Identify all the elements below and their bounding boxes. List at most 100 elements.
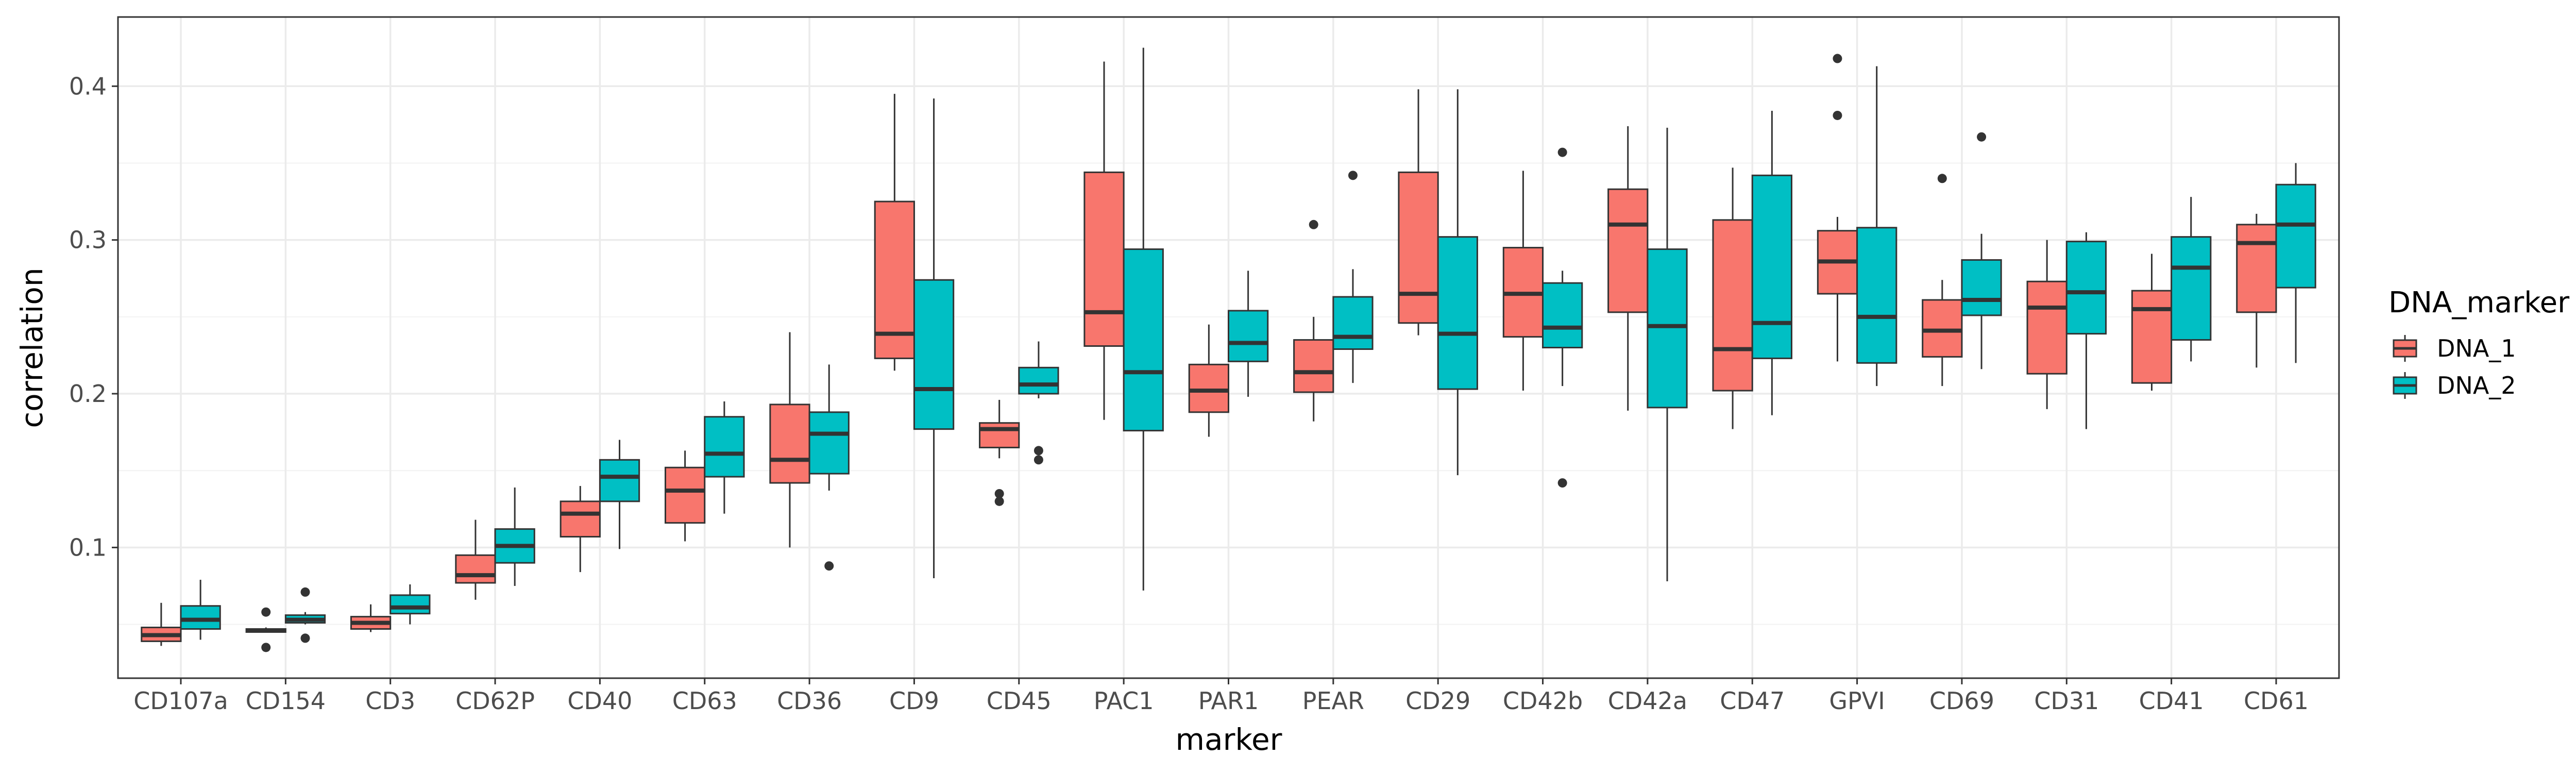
legend-label: DNA_2 [2437, 372, 2516, 399]
box-CD29-DNA_1 [1398, 89, 1439, 335]
box-body [455, 554, 496, 584]
outlier-point [1937, 174, 1947, 183]
box-CD36-DNA_2 [808, 364, 850, 571]
box-body [1542, 282, 1583, 348]
box-body [1607, 188, 1649, 313]
x-tick-label: CD36 [777, 687, 842, 715]
y-axis: 0.1 0.2 0.3 0.4 [69, 72, 118, 561]
box-CD47-DNA_2 [1751, 111, 1793, 415]
outlier-point [300, 633, 310, 643]
box-CD42b-DNA_1 [1502, 171, 1544, 391]
box-CD61-DNA_2 [2275, 163, 2316, 363]
x-tick-label: CD9 [889, 687, 939, 715]
box-PAR1-DNA_2 [1228, 271, 1269, 397]
box-body [180, 605, 221, 630]
box-PAR1-DNA_1 [1188, 324, 1230, 437]
box-PEAR-DNA_2 [1332, 171, 1374, 383]
box-body [913, 279, 955, 430]
box-CD9-DNA_2 [913, 98, 955, 579]
outlier-point [261, 607, 271, 617]
legend-label: DNA_1 [2437, 334, 2516, 362]
box-body [979, 422, 1020, 448]
box-CD107a-DNA_1 [141, 602, 182, 646]
box-CD69-DNA_1 [1922, 174, 1963, 386]
box-CD9-DNA_1 [874, 94, 915, 371]
box-CD63-DNA_2 [704, 401, 745, 514]
box-CD47-DNA_1 [1712, 167, 1753, 429]
box-body [2065, 241, 2107, 335]
box-CD154-DNA_1 [245, 607, 286, 652]
y-tick-label: 0.2 [69, 380, 107, 408]
box-body [389, 594, 431, 615]
box-body [1083, 171, 1125, 347]
box-CD69-DNA_2 [1961, 132, 2002, 369]
box-body [2275, 183, 2316, 289]
box-body [2171, 236, 2212, 341]
box-body [1293, 339, 1334, 393]
x-tick-label: CD31 [2034, 687, 2099, 715]
box-body [664, 466, 706, 524]
box-GPVI-DNA_1 [1817, 54, 1858, 362]
x-tick-label: CD107a [133, 687, 228, 715]
box-body [808, 411, 850, 475]
box-body [769, 404, 810, 484]
box-CD40-DNA_2 [599, 440, 640, 549]
box-CD29-DNA_2 [1437, 89, 1478, 476]
y-axis-title: correlation [14, 267, 49, 428]
box-CD42b-DNA_2 [1542, 147, 1583, 488]
outlier-point [1977, 132, 1987, 142]
x-tick-label: CD62P [455, 687, 535, 715]
x-tick-label: CD40 [567, 687, 632, 715]
x-tick-label: CD69 [1929, 687, 1994, 715]
outlier-point [1833, 110, 1842, 120]
box-CD107a-DNA_2 [180, 580, 221, 640]
box-CD63-DNA_1 [664, 450, 706, 542]
x-tick-label: CD45 [987, 687, 1052, 715]
x-tick-label: CD63 [672, 687, 737, 715]
x-tick-label: CD61 [2244, 687, 2309, 715]
legend-key-DNA_2 [2391, 371, 2419, 400]
box-GPVI-DNA_2 [1856, 66, 1897, 386]
x-tick-label: CD47 [1720, 687, 1785, 715]
box-series [141, 47, 2316, 652]
box-body [2131, 290, 2173, 384]
x-tick-label: GPVI [1829, 687, 1885, 715]
outlier-point [1033, 446, 1043, 456]
outlier-point [261, 643, 271, 652]
box-body [704, 416, 745, 478]
box-body [1398, 171, 1439, 324]
outlier-point [994, 496, 1004, 506]
box-CD62P-DNA_2 [494, 488, 535, 586]
outlier-point [300, 587, 310, 597]
legend: DNA_marker DNA_1 DNA_2 [2388, 286, 2570, 400]
x-axis: CD107a CD154 CD3 CD62P CD40 CD63 CD36 CD9 CD45 PA… [133, 678, 2309, 715]
box-body [1018, 366, 1059, 395]
outlier-point [1348, 171, 1358, 180]
box-CD3-DNA_1 [350, 604, 392, 632]
legend-title: DNA_marker [2388, 286, 2570, 320]
box-body [1961, 259, 2002, 316]
x-tick-label: CD3 [365, 687, 415, 715]
box-CD3-DNA_2 [389, 584, 431, 625]
x-tick-label: CD42a [1608, 687, 1687, 715]
outlier-point [1557, 478, 1567, 488]
x-tick-label: PAC1 [1094, 687, 1154, 715]
box-CD42a-DNA_2 [1647, 127, 1688, 582]
x-tick-label: CD29 [1405, 687, 1470, 715]
box-body [1647, 248, 1688, 409]
outlier-point [1833, 54, 1842, 63]
box-PAC1-DNA_1 [1083, 61, 1125, 420]
y-tick-label: 0.1 [69, 533, 107, 561]
box-body [1123, 248, 1164, 432]
box-CD62P-DNA_1 [455, 519, 496, 600]
box-body [2236, 224, 2277, 313]
box-PAC1-DNA_2 [1123, 47, 1164, 591]
box-body [1922, 299, 1963, 358]
x-tick-label: CD42b [1503, 687, 1583, 715]
outlier-point [824, 561, 834, 571]
x-axis-title: marker [1176, 722, 1282, 757]
x-tick-label: PEAR [1302, 687, 1364, 715]
box-body [1856, 227, 1897, 364]
box-CD41-DNA_2 [2171, 197, 2212, 362]
